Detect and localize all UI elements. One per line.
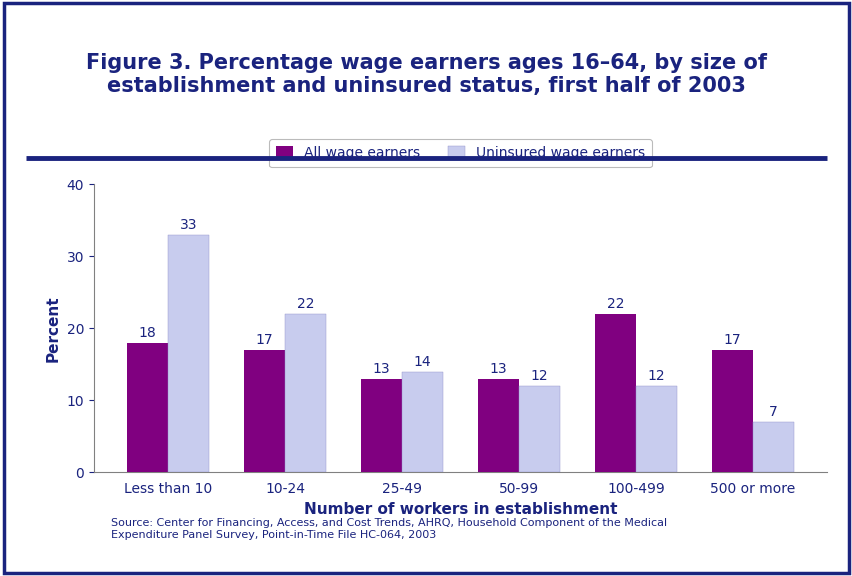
Bar bbox=[595, 314, 636, 472]
Bar bbox=[168, 235, 209, 472]
Bar bbox=[360, 379, 401, 472]
Legend: All wage earners, Uninsured wage earners: All wage earners, Uninsured wage earners bbox=[269, 139, 651, 167]
X-axis label: Number of workers in establishment: Number of workers in establishment bbox=[303, 502, 617, 517]
Text: Source: Center for Financing, Access, and Cost Trends, AHRQ, Household Component: Source: Center for Financing, Access, an… bbox=[111, 518, 666, 540]
Text: 17: 17 bbox=[723, 333, 740, 347]
Text: 33: 33 bbox=[180, 218, 197, 232]
Bar bbox=[127, 343, 168, 472]
Text: 22: 22 bbox=[606, 297, 624, 311]
Text: 17: 17 bbox=[256, 333, 273, 347]
Bar bbox=[401, 372, 442, 472]
Text: 12: 12 bbox=[647, 369, 665, 383]
Text: Figure 3. Percentage wage earners ages 16–64, by size of
establishment and unins: Figure 3. Percentage wage earners ages 1… bbox=[86, 54, 766, 97]
Text: 7: 7 bbox=[769, 405, 777, 419]
Bar bbox=[711, 350, 752, 472]
Text: 18: 18 bbox=[139, 326, 156, 340]
Bar bbox=[478, 379, 519, 472]
Bar bbox=[636, 386, 676, 472]
Text: 12: 12 bbox=[530, 369, 548, 383]
Text: 14: 14 bbox=[413, 355, 431, 369]
Bar bbox=[244, 350, 285, 472]
Bar bbox=[285, 314, 325, 472]
Bar bbox=[519, 386, 560, 472]
Text: 13: 13 bbox=[489, 362, 507, 376]
Y-axis label: Percent: Percent bbox=[46, 295, 60, 362]
Text: 13: 13 bbox=[372, 362, 390, 376]
Text: 22: 22 bbox=[296, 297, 314, 311]
Bar bbox=[752, 422, 793, 472]
